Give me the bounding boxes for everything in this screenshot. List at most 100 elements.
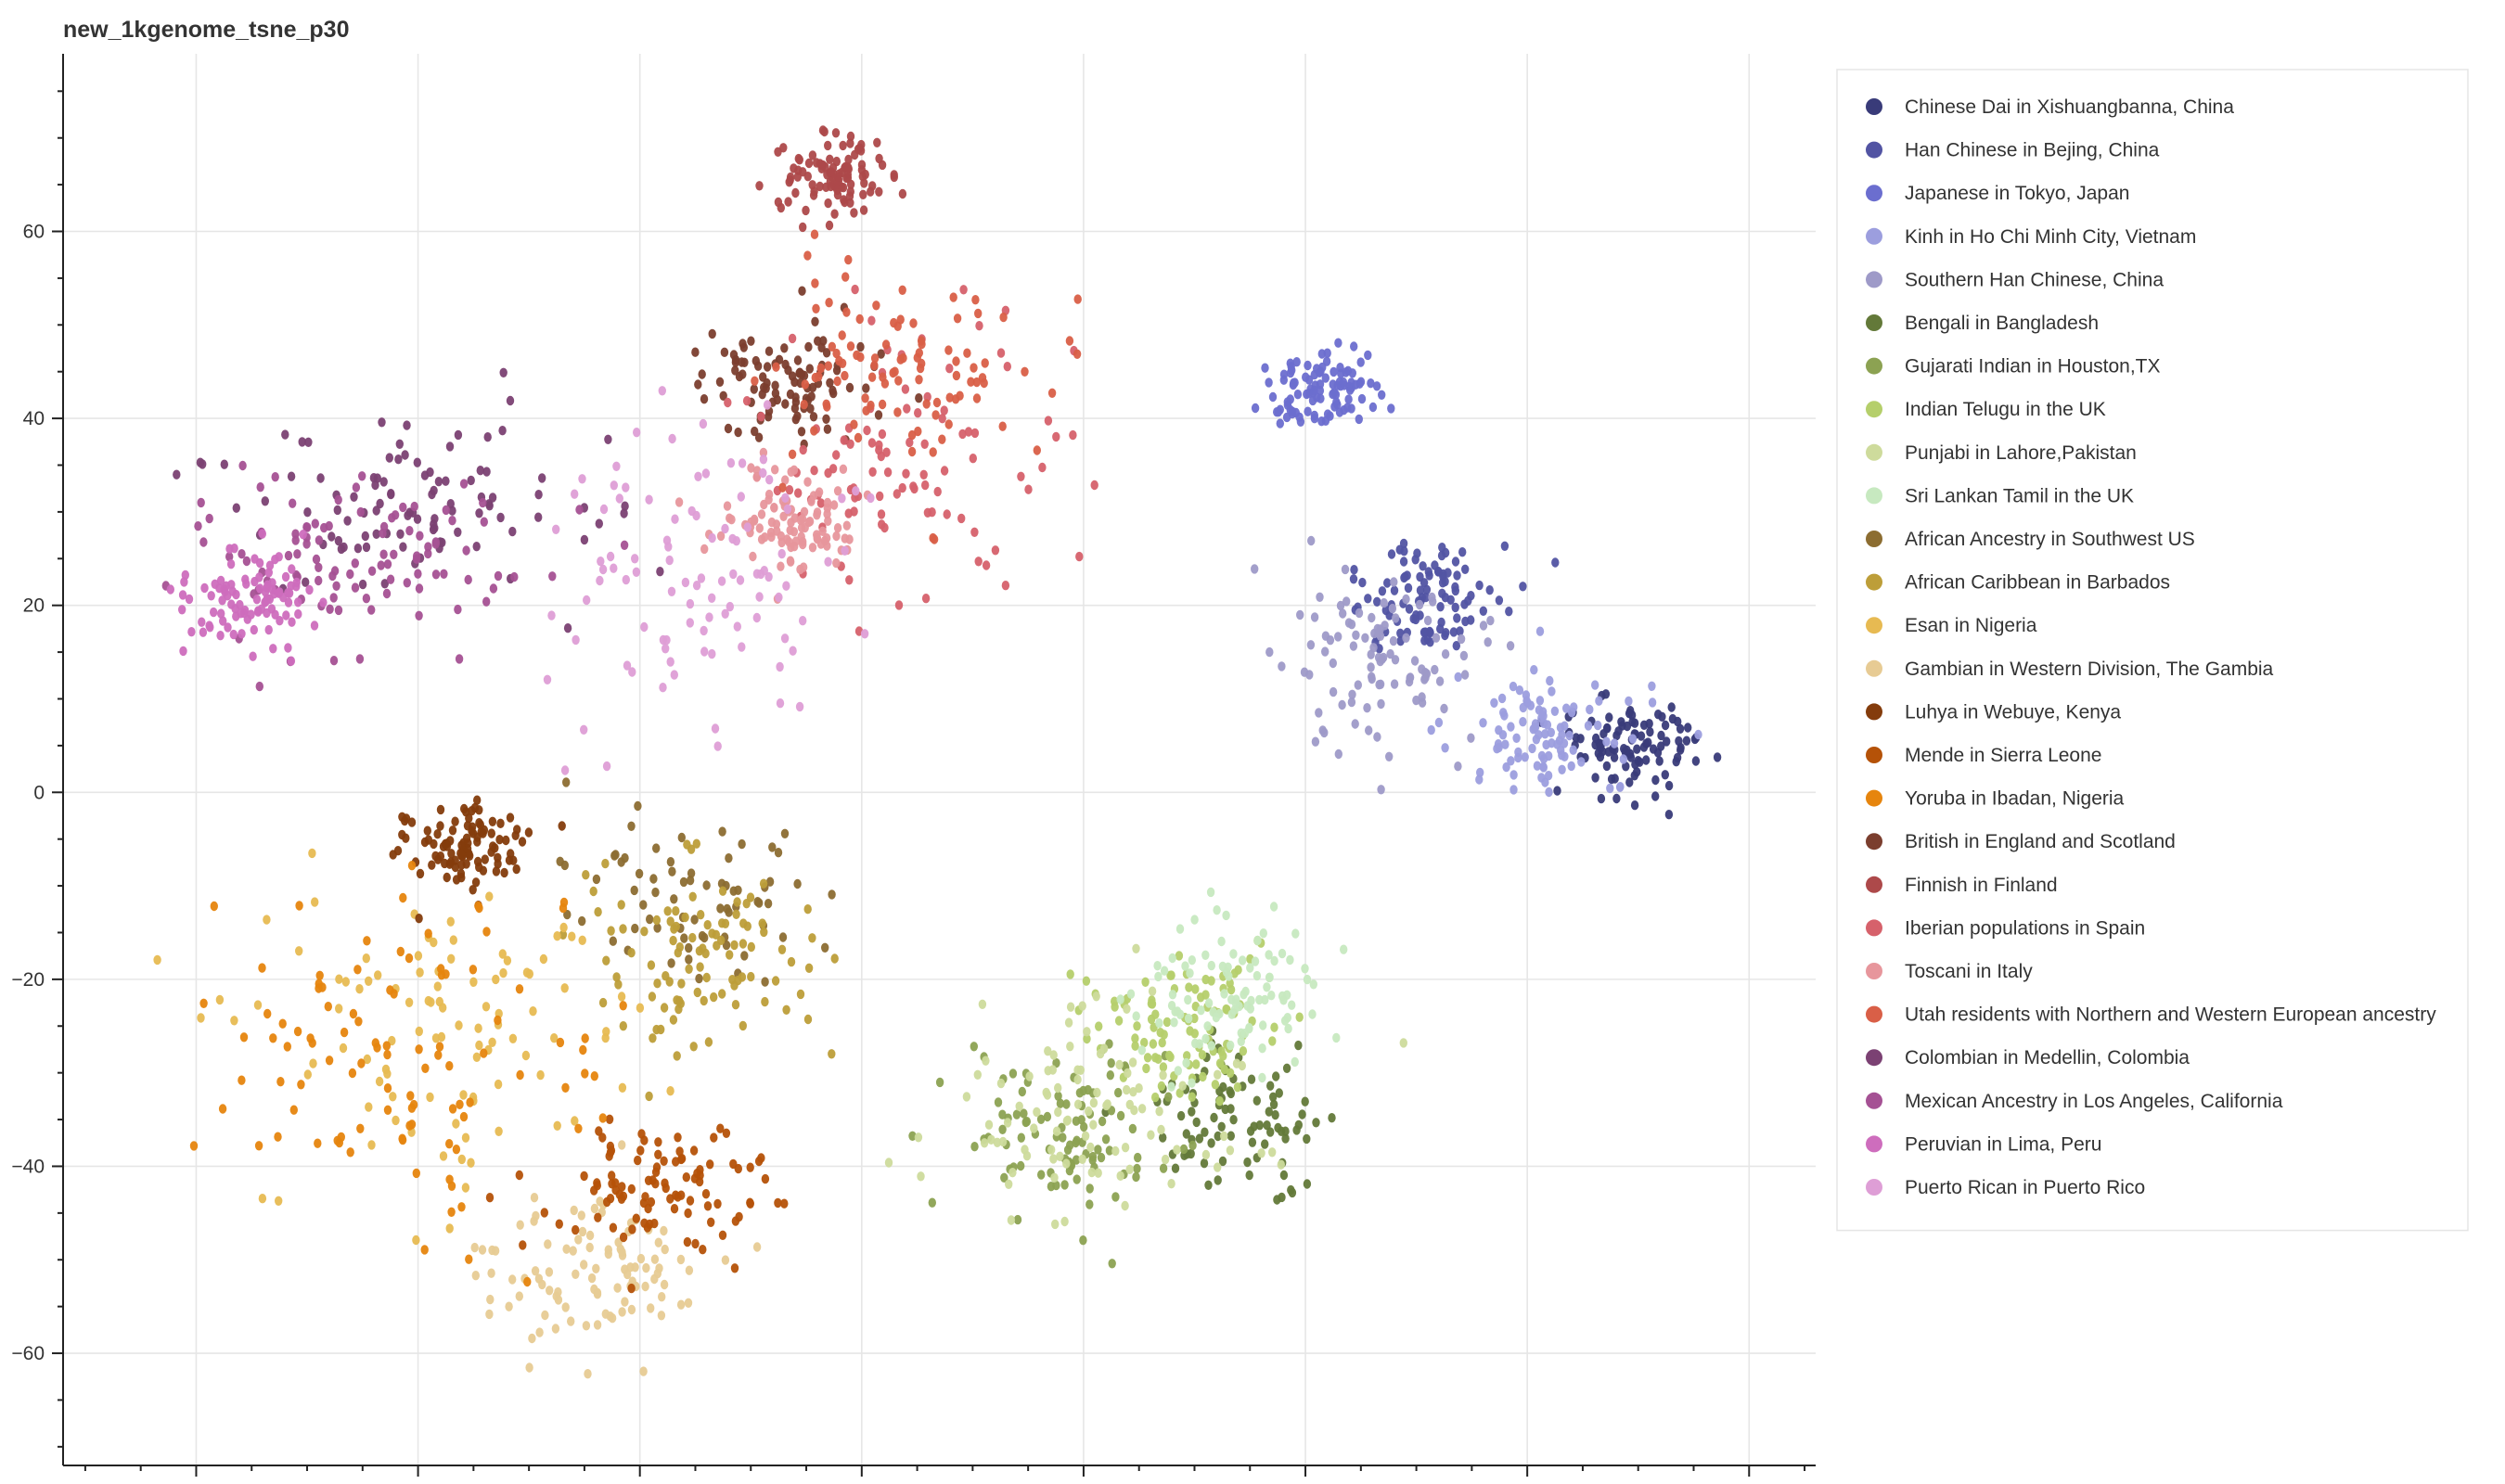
data-point [211,579,219,589]
data-point [1160,966,1169,976]
data-point [452,875,461,885]
data-point [1182,1129,1191,1139]
data-point [684,1208,692,1219]
data-point [385,453,393,463]
data-point [824,516,832,526]
data-point [872,301,880,311]
data-point [555,1219,563,1229]
data-point [764,571,773,582]
data-point [1364,594,1372,604]
legend-swatch [1866,573,1882,591]
data-point [1188,1078,1196,1088]
data-point [1229,1115,1238,1125]
data-point [1435,676,1445,686]
data-point [1154,971,1163,982]
data-point [456,1099,464,1110]
data-point [315,535,324,545]
data-point [216,575,225,586]
legend-label: Puerto Rican in Puerto Rico [1905,1177,2145,1198]
data-point [803,250,812,261]
data-point [617,900,625,910]
data-point [1639,720,1649,730]
data-point [1442,628,1450,638]
data-point [311,518,319,529]
data-point [448,825,457,836]
data-point [1296,416,1305,427]
data-point [179,646,187,657]
data-point [1188,955,1197,966]
data-point [376,498,384,509]
data-point [399,542,407,552]
data-point [1286,358,1295,368]
data-point [1424,567,1433,577]
data-point [1467,733,1475,743]
data-point [964,427,973,437]
data-point [746,1198,754,1209]
data-point [199,627,208,637]
data-point [915,393,923,403]
data-point [387,489,395,499]
data-point [716,903,725,914]
data-point [717,576,726,586]
data-point [1623,721,1632,732]
data-point [1633,767,1641,777]
data-point [383,1105,392,1116]
data-point [1321,646,1330,657]
data-point [1343,403,1352,413]
data-point [1305,670,1314,680]
data-point [530,1193,539,1203]
data-point [1537,750,1547,761]
data-point [568,931,576,941]
data-point [832,348,841,359]
data-point [467,1158,475,1168]
data-point [999,312,1008,323]
data-point [532,1210,540,1222]
data-point [1247,995,1255,1006]
data-point [959,285,968,295]
data-point [618,1247,626,1258]
data-point [303,522,312,532]
data-point [787,518,795,528]
data-point [767,517,777,528]
data-point [1088,1151,1098,1162]
data-point [324,1002,332,1012]
data-point [898,482,906,493]
data-point [781,493,790,503]
data-point [405,1120,414,1131]
data-point [641,1192,649,1202]
data-point [1283,1013,1292,1023]
data-point [1657,730,1665,741]
data-point [1073,1065,1082,1075]
data-point [471,877,481,888]
data-point [1308,395,1317,406]
data-point [685,964,693,975]
data-point [254,1141,263,1151]
data-point [1378,390,1386,400]
data-point [1178,1081,1187,1091]
data-point [619,1232,628,1243]
data-point [1535,730,1543,740]
data-point [394,454,403,465]
data-point [1306,640,1316,650]
data-point [482,467,491,477]
data-point [1651,774,1660,786]
data-point [1620,744,1628,754]
data-point [1374,652,1383,663]
data-point [971,295,980,305]
data-point [675,1146,684,1157]
data-point [1485,585,1494,595]
data-point [346,569,354,580]
data-point [1392,613,1400,623]
data-point [802,205,810,216]
data-point [673,1051,681,1061]
data-point [755,592,764,602]
data-point [407,1103,417,1113]
data-point [281,429,289,440]
data-point [1201,974,1210,985]
data-point [606,551,615,562]
data-point [1021,1117,1030,1128]
data-point [780,1198,789,1209]
data-point [660,1279,669,1290]
data-point [841,545,849,556]
data-point [1594,720,1602,731]
